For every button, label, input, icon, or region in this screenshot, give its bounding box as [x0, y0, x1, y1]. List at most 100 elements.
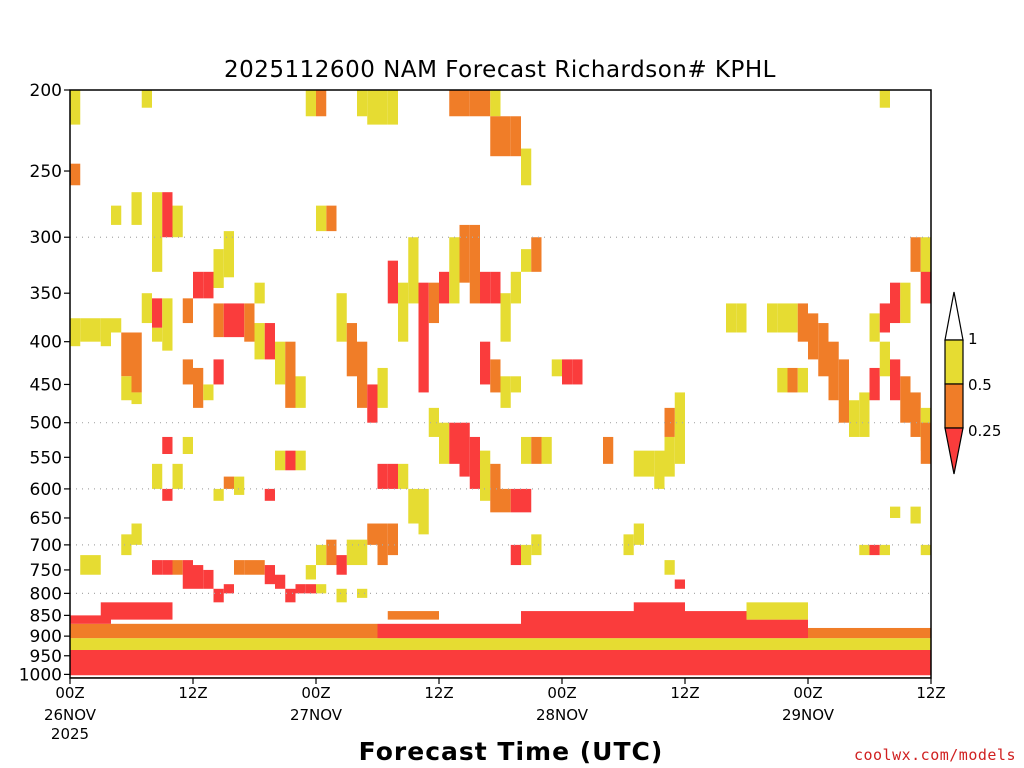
heatmap-cell: [920, 237, 931, 304]
heatmap-cell: [490, 359, 501, 393]
heatmap-cell: [223, 303, 234, 338]
heatmap-cell: [910, 392, 921, 437]
heatmap-cell: [387, 523, 398, 556]
heatmap-cell: [285, 450, 296, 471]
heatmap-cell: [203, 271, 214, 299]
heatmap-cell: [838, 359, 849, 423]
heatmap-cell: [398, 282, 409, 342]
legend-triangle-top: [944, 291, 964, 341]
heatmap-cell: [70, 318, 81, 347]
heatmap-cell: [152, 298, 163, 328]
heatmap-cell: [808, 313, 819, 360]
heatmap-cell: [162, 488, 173, 501]
heatmap-cell: [111, 318, 122, 333]
heatmap-cell: [480, 271, 491, 304]
heatmap-cell: [531, 237, 542, 272]
heatmap-cell: [500, 376, 511, 408]
heatmap-cell: [244, 560, 255, 575]
heatmap-cell: [408, 488, 419, 524]
heatmap-cell: [818, 323, 829, 377]
y-tick-label: 400: [30, 333, 62, 353]
heatmap-cell: [469, 90, 480, 117]
heatmap-cell: [849, 400, 860, 437]
heatmap-cell: [879, 341, 890, 377]
x-tick-label: 00Z: [547, 684, 576, 702]
heatmap-cell: [367, 90, 378, 125]
y-tick-label: 950: [30, 647, 62, 667]
heatmap-cell: [674, 579, 685, 589]
heatmap-cell: [572, 359, 583, 385]
heatmap-cell: [480, 450, 491, 501]
heatmap-cell: [890, 506, 901, 518]
y-axis: 200 250 300 350 400 450 500 550 600 650 700 750 8008…: [19, 81, 70, 685]
heatmap-cell: [131, 332, 142, 393]
boundary-band: [70, 649, 931, 677]
heatmap-cell: [162, 560, 173, 575]
heatmap-cell: [357, 539, 368, 566]
heatmap-cell: [305, 584, 316, 594]
heatmap-cell: [295, 376, 306, 408]
heatmap-cell: [603, 436, 614, 464]
heatmap-cell: [152, 560, 163, 575]
x-tick-date: 28NOV: [536, 706, 589, 724]
heatmap-cell: [736, 303, 747, 333]
y-tick-label: 600: [30, 480, 62, 500]
heatmap-cell: [367, 523, 378, 545]
heatmap-cell: [408, 237, 419, 304]
legend-swatch-orange: [944, 383, 964, 429]
heatmap-cell: [131, 192, 142, 225]
heatmap-cell: [234, 560, 245, 575]
heatmap-cell: [490, 90, 501, 117]
y-tick-label: 550: [30, 448, 62, 468]
x-tick-label: 12Z: [670, 684, 699, 702]
x-tick-label: 12Z: [424, 684, 453, 702]
heatmap-cell: [131, 392, 142, 405]
x-tick-label: 00Z: [301, 684, 330, 702]
heatmap-cell: [428, 407, 439, 437]
heatmap-cell: [797, 367, 808, 393]
heatmap-cell: [121, 376, 132, 401]
chart-title: 2025112600 NAM Forecast Richardson# KPHL: [224, 57, 776, 83]
heatmap-cell: [674, 392, 685, 430]
heatmap-cell: [387, 260, 398, 304]
heatmap-cell: [70, 163, 81, 186]
boundary-band: [521, 611, 747, 628]
heatmap-cell: [920, 544, 931, 556]
heatmap-cell: [367, 384, 378, 423]
y-tick-label: 650: [30, 509, 62, 529]
heatmap-cell: [213, 588, 224, 603]
heatmap-cell: [172, 463, 183, 489]
y-tick-label: 1000: [19, 665, 62, 685]
heatmap-cell: [234, 303, 245, 338]
heatmap-cell: [449, 422, 460, 464]
y-tick-label: 350: [30, 284, 62, 304]
heatmap-cell: [131, 523, 142, 545]
heatmap-cell: [121, 534, 132, 556]
heatmap-cell: [121, 332, 132, 377]
heatmap-cell: [900, 376, 911, 423]
heatmap-cell: [767, 303, 778, 333]
heatmap-cell: [633, 523, 644, 545]
heatmap-cell: [182, 359, 193, 385]
boundary-band: [808, 627, 931, 639]
heatmap-cell: [890, 359, 901, 401]
heatmap-cell: [316, 90, 327, 117]
heatmap-cell: [295, 584, 306, 594]
heatmap-cell: [541, 436, 552, 464]
heatmap-cell: [777, 303, 788, 333]
boundary-band: [70, 615, 111, 624]
heatmap-cell: [428, 282, 439, 324]
heatmap-cell: [664, 560, 675, 575]
y-tick-label: 200: [30, 81, 62, 101]
heatmap-cell: [223, 476, 234, 489]
heatmap-cell: [80, 555, 91, 575]
heatmap-cell: [254, 560, 265, 575]
heatmap-cell: [828, 341, 839, 401]
heatmap-cell: [654, 450, 665, 489]
heatmap-cell: [521, 544, 532, 566]
heatmap-cell: [674, 422, 685, 464]
heatmap-cell: [377, 367, 388, 408]
heatmap-cell: [859, 392, 870, 437]
heatmap-cell: [264, 488, 275, 501]
